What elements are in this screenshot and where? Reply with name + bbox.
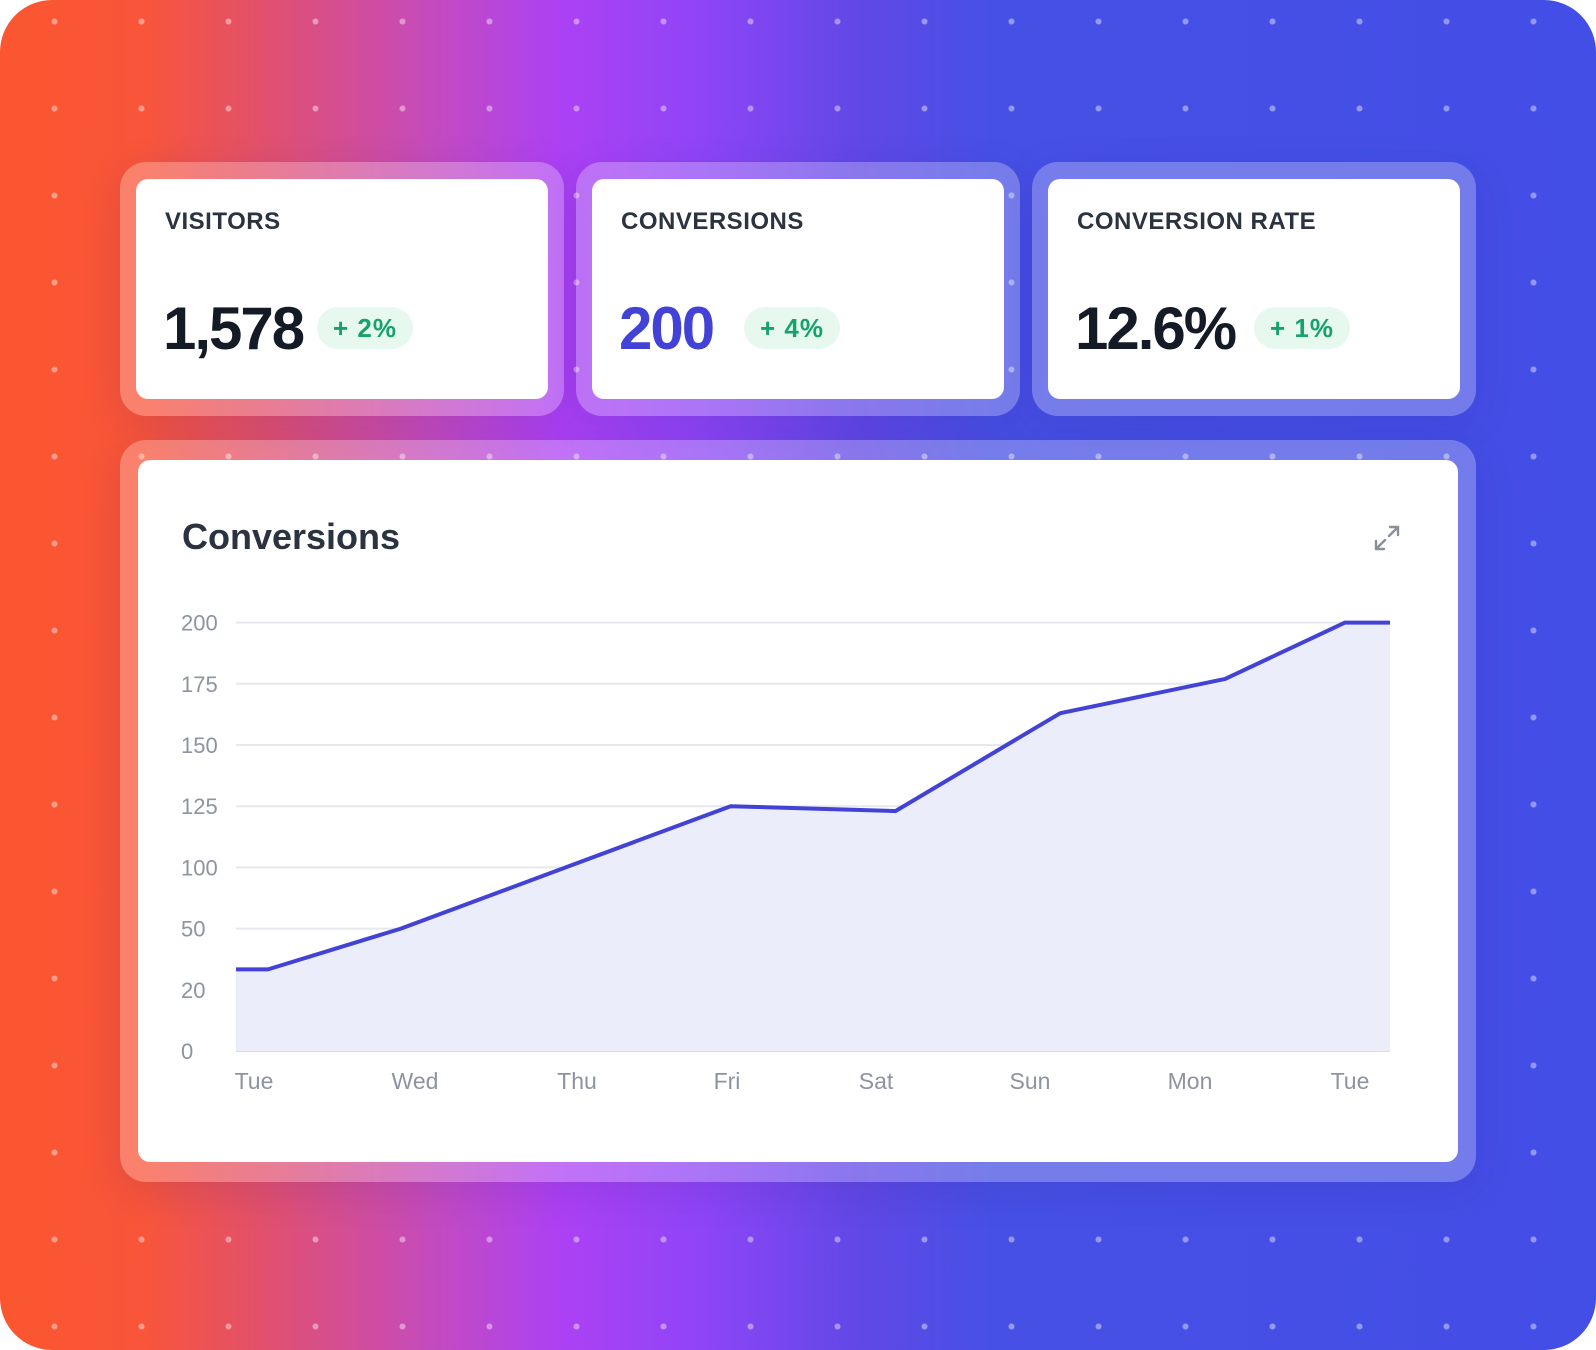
- x-tick-label: Tue: [235, 1068, 274, 1094]
- conversions-card: CONVERSIONS 200 + 4%: [592, 179, 1004, 399]
- conversion-rate-label: CONVERSION RATE: [1077, 208, 1317, 235]
- y-tick-label: 175: [181, 672, 218, 697]
- y-tick-label: 20: [181, 978, 205, 1003]
- conversions-chart: 0 20 50 100 125 150 175 200 Tue Wed Thu Fri Sat Sun M…: [181, 611, 1391, 1094]
- conversions-value: 200: [619, 295, 715, 362]
- visitors-change-badge: + 2%: [317, 307, 413, 349]
- y-tick-label: 125: [181, 794, 218, 819]
- y-tick-label: 50: [181, 917, 205, 942]
- series-line: [236, 620, 1390, 972]
- conversion-rate-value: 12.6%: [1075, 295, 1237, 362]
- conversions-label: CONVERSIONS: [621, 208, 804, 235]
- chart-card: Conversions 0 20 50 100 125 150 175 200 Tue Wed T…: [138, 460, 1458, 1162]
- y-tick-label: 100: [181, 855, 218, 880]
- x-tick-label: Sat: [859, 1068, 894, 1094]
- y-tick-label: 200: [181, 611, 218, 636]
- conversion-rate-change-badge: + 1%: [1254, 307, 1350, 349]
- y-tick-label: 0: [181, 1039, 193, 1064]
- x-tick-label: Tue: [1331, 1068, 1370, 1094]
- x-tick-label: Fri: [714, 1068, 741, 1094]
- conversion-rate-card: CONVERSION RATE 12.6% + 1%: [1048, 179, 1460, 399]
- y-tick-label: 150: [181, 733, 218, 758]
- expand-icon: [1374, 525, 1400, 551]
- visitors-value: 1,578: [163, 295, 305, 362]
- x-tick-label: Wed: [392, 1068, 439, 1094]
- x-tick-label: Thu: [557, 1068, 597, 1094]
- x-tick-label: Mon: [1168, 1068, 1213, 1094]
- area-fill: [236, 622, 1390, 1051]
- visitors-label: VISITORS: [165, 208, 281, 235]
- y-axis: 0 20 50 100 125 150 175 200: [181, 611, 218, 1064]
- visitors-card: VISITORS 1,578 + 2%: [136, 179, 548, 399]
- chart-area: [235, 620, 1391, 1051]
- x-axis: Tue Wed Thu Fri Sat Sun Mon Tue: [235, 1068, 1370, 1094]
- x-tick-label: Sun: [1010, 1068, 1051, 1094]
- conversions-change-badge: + 4%: [744, 307, 840, 349]
- expand-button[interactable]: [1371, 522, 1403, 554]
- chart-title: Conversions: [182, 516, 401, 557]
